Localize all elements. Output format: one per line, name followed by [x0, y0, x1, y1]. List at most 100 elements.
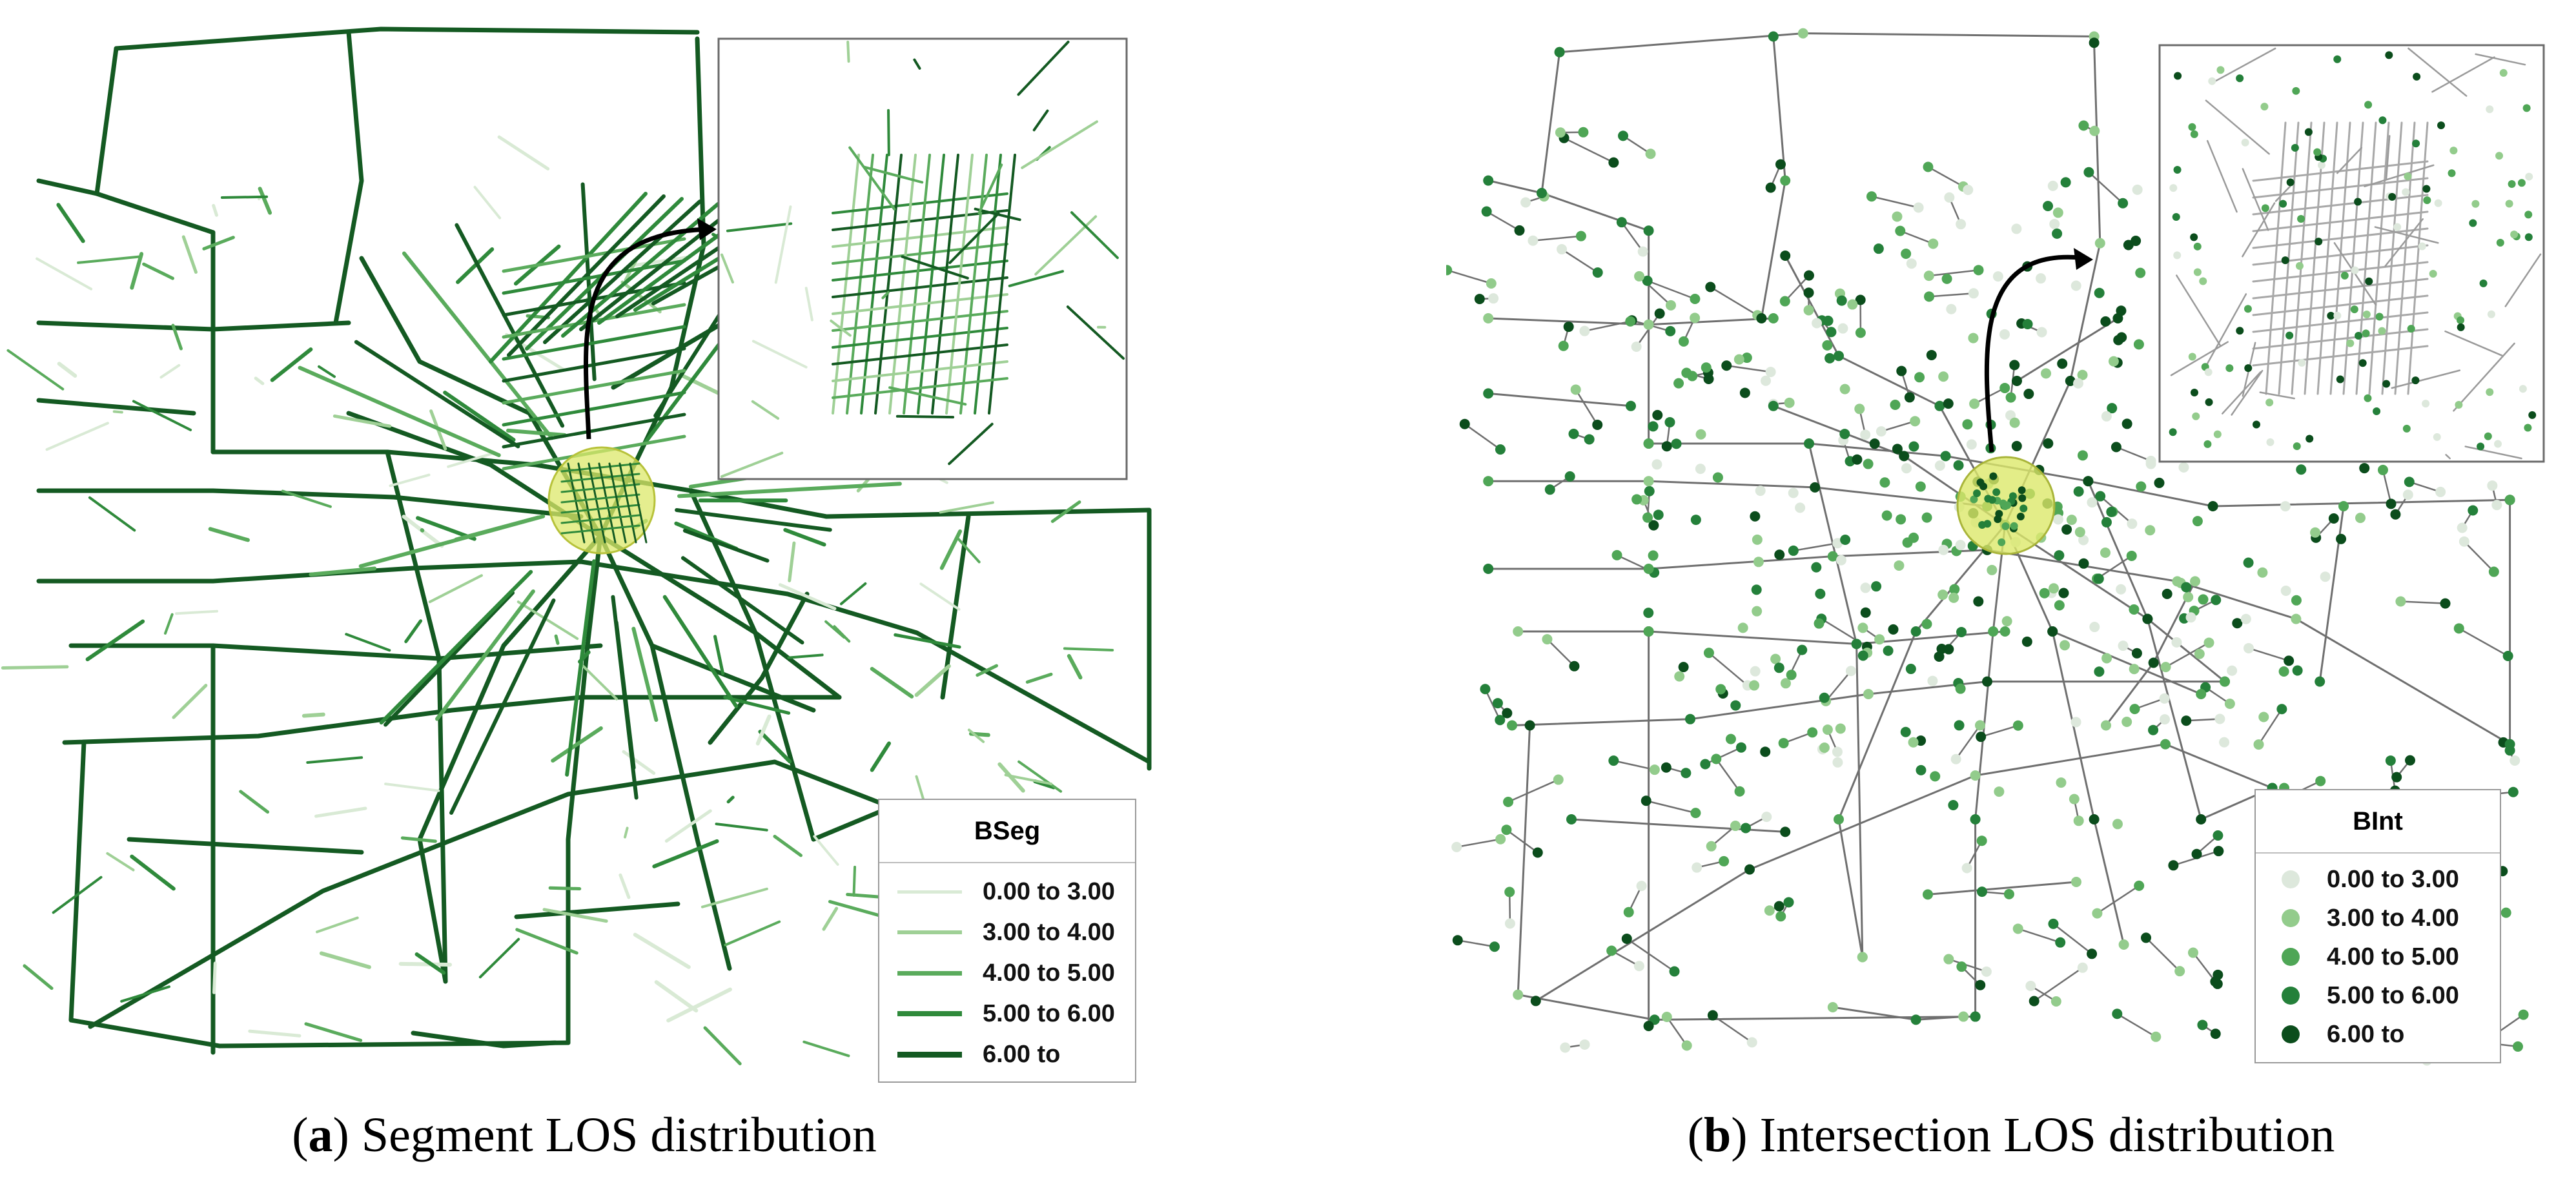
intersection-point	[2095, 491, 2106, 502]
grid-road	[560, 483, 640, 493]
intersection-point	[1913, 202, 1924, 213]
intersection-point	[2052, 207, 2063, 218]
inset-road	[863, 165, 924, 184]
intersection-point	[2074, 527, 2085, 538]
minor-road	[258, 187, 272, 215]
intersection-point	[2225, 364, 2234, 373]
intersection-point	[1489, 941, 1500, 952]
inset-road	[2274, 185, 2291, 202]
intersection-point	[2496, 238, 2504, 247]
intersection-point	[2449, 147, 2458, 155]
road-link	[1927, 166, 1965, 188]
radial-road	[675, 507, 832, 532]
intersection-point	[1774, 549, 1785, 560]
intersection-point	[2174, 966, 2185, 977]
intersection-point	[1707, 1010, 1718, 1021]
intersection-point	[1956, 219, 1967, 230]
intersection-point	[1671, 438, 1682, 449]
minor-road	[212, 961, 217, 994]
intersection-point	[2499, 68, 2508, 77]
legend-label: 5.00 to 6.00	[2327, 981, 2459, 1009]
intersection-point	[1774, 662, 1784, 673]
intersection-point	[2281, 256, 2289, 265]
intersection-point	[2373, 407, 2381, 415]
intersection-point	[2190, 130, 2198, 138]
intersection-point	[2203, 637, 2214, 648]
intersection-point	[1606, 945, 1617, 956]
intersection-point	[2181, 715, 2192, 726]
intersection-point	[1823, 315, 1834, 326]
minor-road	[802, 1040, 850, 1058]
road-link	[1484, 688, 1501, 721]
inset-road	[888, 386, 967, 406]
intersection-point	[2241, 138, 2249, 147]
intersection-point	[1976, 886, 1987, 897]
intersection-point	[1944, 192, 1955, 203]
intersection-point	[1775, 911, 1786, 922]
road-link	[2004, 41, 2101, 526]
intersection-point	[1803, 287, 1814, 298]
intersection-point	[1569, 661, 1580, 671]
legend-label: 3.00 to 4.00	[983, 918, 1115, 946]
intersection-point	[1860, 607, 1871, 618]
road-link	[1532, 235, 1582, 241]
intersection-point	[2187, 947, 2198, 958]
inset-road	[1017, 41, 1070, 96]
road-link	[2088, 171, 2124, 205]
intersection-point	[1633, 961, 1644, 972]
intersection-point	[1520, 197, 1531, 208]
intersection-point	[2159, 693, 2170, 704]
intersection-point	[2484, 432, 2492, 440]
minor-road	[318, 365, 336, 378]
inset-road	[901, 255, 969, 280]
road-link	[2096, 555, 2132, 580]
intersection-point	[1938, 544, 1949, 555]
intersection-point	[1988, 496, 1996, 504]
intersection-point	[1730, 700, 1741, 711]
intersection-point	[1737, 622, 1748, 633]
intersection-points	[1446, 28, 2529, 1066]
inset-road	[751, 400, 780, 420]
intersection-point	[2500, 907, 2511, 918]
minor-road	[715, 823, 768, 832]
intersection-point	[2385, 755, 2396, 766]
inset-road	[2205, 99, 2270, 155]
arterial-road	[417, 533, 603, 984]
inset-road	[804, 287, 813, 322]
minor-road	[713, 635, 725, 675]
intersection-point	[1681, 1040, 1692, 1051]
legend-title: BSeg	[879, 800, 1135, 863]
legend-label: 3.00 to 4.00	[2327, 904, 2459, 932]
intersection-point	[1645, 148, 1656, 159]
minor-road	[181, 235, 198, 274]
intersection-point	[2519, 385, 2527, 393]
minor-road	[414, 952, 446, 975]
legend-swatch	[897, 1051, 962, 1058]
intersection-point	[2154, 477, 2165, 488]
arterial-road	[36, 398, 196, 416]
intersection-point	[1825, 353, 1835, 364]
intersection-point	[1901, 248, 1912, 259]
intersection-point	[2524, 424, 2532, 432]
intersection-point	[1923, 271, 1934, 282]
road-link	[1508, 891, 1511, 925]
intersection-point	[2077, 450, 2088, 461]
intersection-point	[1653, 509, 1664, 520]
legend-swatch	[897, 970, 962, 976]
road-link	[1507, 779, 1560, 803]
intersection-point	[1998, 538, 2006, 546]
minor-road	[52, 876, 103, 914]
intersection-point	[1579, 325, 1590, 336]
inset-road	[977, 163, 1003, 214]
intersection-point	[1988, 626, 1999, 637]
intersection-point	[1979, 482, 1988, 491]
minor-road	[208, 527, 250, 542]
intersection-point	[1910, 626, 1921, 637]
inset-road	[2336, 147, 2362, 174]
legend-swatch	[2282, 1025, 2300, 1043]
inset-road	[2205, 293, 2247, 366]
intersection-point	[1665, 325, 1676, 336]
intersection-point	[1760, 746, 1771, 757]
intersection-point	[1943, 954, 1954, 965]
intersection-point	[1900, 726, 1911, 737]
